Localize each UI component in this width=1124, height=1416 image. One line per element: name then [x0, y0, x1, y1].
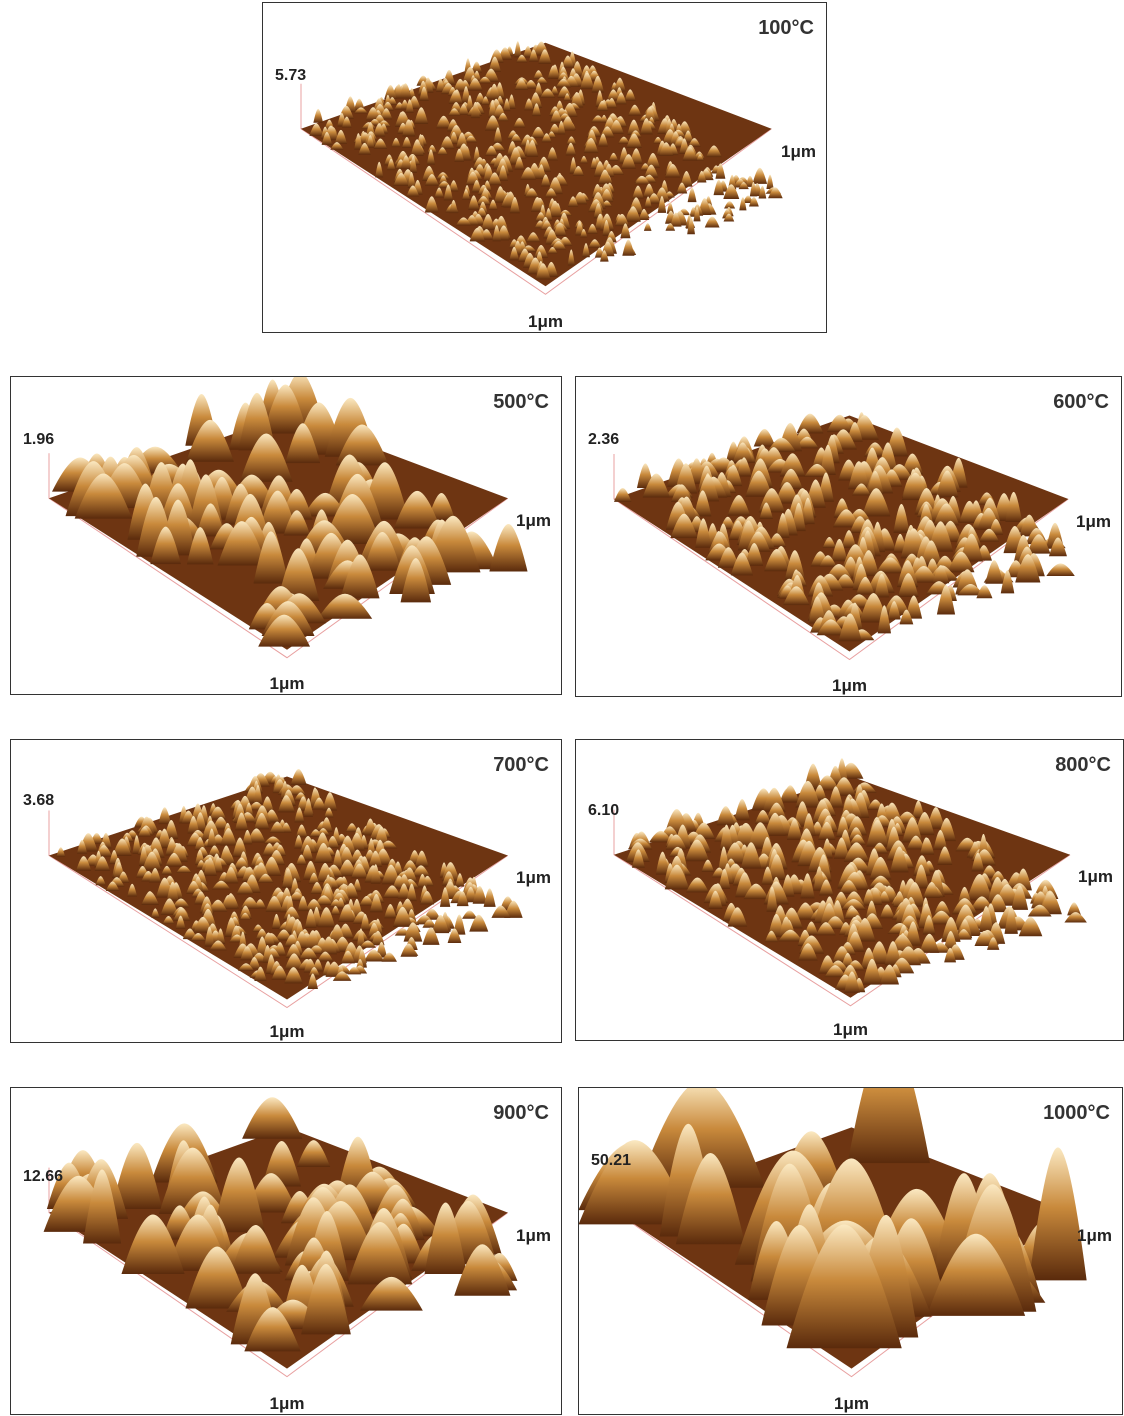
afm-panel: 800°C 6.10 1μm 1μm	[575, 739, 1124, 1041]
surface-peak	[705, 217, 720, 228]
figure: 100°C 5.73 1μm 1μm 500°C 1.96 1μm 1μm 600°C 2.36 1…	[0, 0, 1124, 1416]
afm-panel: 700°C 3.68 1μm 1μm	[10, 739, 562, 1043]
x-axis-label: 1μm	[781, 142, 816, 162]
y-axis-label: 1μm	[528, 312, 563, 332]
x-axis-label: 1μm	[1078, 867, 1113, 887]
surface-peak	[489, 524, 527, 572]
afm-surface	[576, 740, 1122, 1039]
surface-peak	[797, 414, 824, 434]
x-axis-label: 1μm	[516, 511, 551, 531]
afm-panel: 500°C 1.96 1μm 1μm	[10, 376, 562, 695]
afm-surface	[263, 3, 825, 331]
afm-panel: 1000°C 50.21 1μm 1μm	[578, 1087, 1123, 1415]
surface-peak	[242, 1097, 302, 1139]
surface-peak	[462, 910, 477, 918]
afm-surface	[11, 1088, 560, 1413]
temperature-label: 800°C	[1055, 754, 1111, 777]
surface-peak	[848, 1088, 930, 1163]
y-axis-label: 1μm	[834, 1394, 869, 1414]
x-axis-label: 1μm	[1076, 512, 1111, 532]
afm-surface	[576, 377, 1120, 695]
afm-surface	[11, 377, 560, 693]
afm-surface	[579, 1088, 1121, 1413]
y-axis-label: 1μm	[270, 1022, 305, 1042]
surface-peak	[291, 769, 307, 785]
y-axis-label: 1μm	[833, 1020, 868, 1040]
z-max-label: 6.10	[588, 802, 619, 820]
surface-peak	[313, 109, 323, 123]
z-max-label: 3.68	[23, 792, 54, 810]
surface-peak	[766, 175, 773, 189]
temperature-label: 500°C	[493, 391, 549, 414]
afm-surface	[11, 740, 560, 1041]
z-max-label: 5.73	[275, 67, 306, 85]
y-axis-label: 1μm	[270, 674, 305, 694]
afm-panel: 100°C 5.73 1μm 1μm	[262, 2, 827, 333]
surface-peak	[752, 168, 767, 184]
surface-peak	[514, 41, 521, 57]
surface-peak	[644, 223, 652, 231]
temperature-label: 100°C	[758, 17, 814, 40]
temperature-label: 1000°C	[1043, 1102, 1110, 1125]
x-axis-label: 1μm	[516, 868, 551, 888]
afm-panel: 600°C 2.36 1μm 1μm	[575, 376, 1122, 697]
z-max-label: 50.21	[591, 1152, 631, 1170]
z-max-label: 12.66	[23, 1168, 63, 1186]
surface-peak	[484, 888, 496, 907]
temperature-label: 900°C	[493, 1102, 549, 1125]
surface-peak	[1046, 563, 1074, 576]
temperature-label: 700°C	[493, 754, 549, 777]
y-axis-label: 1μm	[270, 1394, 305, 1414]
surface-peak	[754, 429, 776, 447]
surface-peak	[734, 799, 749, 820]
temperature-label: 600°C	[1053, 391, 1109, 414]
surface-peak	[622, 239, 634, 255]
x-axis-label: 1μm	[1077, 1226, 1112, 1246]
x-axis-label: 1μm	[516, 1226, 551, 1246]
z-max-label: 1.96	[23, 431, 54, 449]
y-axis-label: 1μm	[832, 676, 867, 696]
afm-panel: 900°C 12.66 1μm 1μm	[10, 1087, 562, 1415]
z-max-label: 2.36	[588, 431, 619, 449]
